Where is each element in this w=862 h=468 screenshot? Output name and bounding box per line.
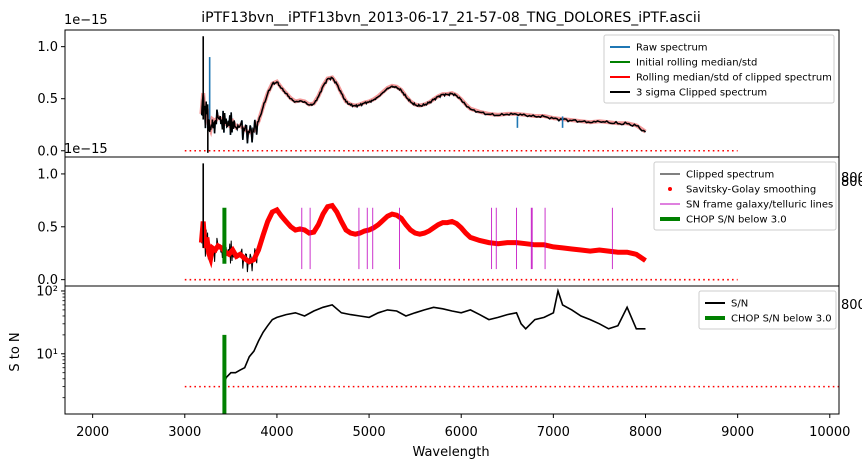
y-tick-label: 10¹: [36, 347, 58, 362]
y-tick-label: 0.5: [37, 92, 58, 107]
x-tick-label: 3000: [168, 425, 201, 440]
panel-middle: 0.0 0.5 1.0: [37, 156, 840, 288]
y-tick-label: 1.0: [37, 40, 58, 55]
legend-swatch: [668, 187, 672, 191]
legend-label: Rolling median/std of clipped spectrum: [636, 73, 832, 84]
savitsky-golay-line: [198, 202, 647, 269]
x-tick-label: 5000: [353, 425, 386, 440]
legend-middle: Clipped spectrum Savitsky-Golay smoothing…: [653, 161, 837, 231]
stray-tick-top: 800: [841, 171, 862, 186]
legend-label: 3 sigma Clipped spectrum: [636, 88, 767, 99]
x-tick-label: 2000: [76, 425, 109, 440]
x-tick-label: 10000: [809, 425, 850, 440]
x-tick-label: 7000: [537, 425, 570, 440]
sn-line: [223, 287, 646, 383]
legend-box: [698, 290, 837, 330]
y-tick-label: 0.5: [37, 220, 58, 235]
axes-frame: [64, 285, 840, 415]
stray-tick-bot: 800: [841, 175, 862, 190]
y-offset-top: 1e−15: [64, 13, 108, 28]
legend-label: CHOP S/N below 3.0: [731, 314, 832, 325]
legend-top: Raw spectrum Initial rolling median/std Ro…: [603, 34, 835, 104]
x-axis-label: Wavelength: [412, 445, 489, 460]
x-tick-label: 4000: [260, 425, 293, 440]
chart-title: iPTF13bvn__iPTF13bvn_2013-06-17_21-57-08…: [201, 10, 700, 26]
legend-label: Savitsky-Golay smoothing: [686, 185, 816, 196]
x-tick-label: 8000: [629, 425, 662, 440]
clipped-spectrum-line: [200, 76, 646, 144]
x-axis-ticks: 2000 3000 4000 5000 6000 7000 8000 9000 10000: [76, 414, 850, 440]
legend-label: Raw spectrum: [636, 43, 708, 54]
legend-box: [603, 34, 835, 104]
y-tick-label: 1.0: [37, 167, 58, 182]
x-tick-label: 6000: [445, 425, 478, 440]
y-tick-label: 0.0: [37, 273, 58, 288]
stray-tick-mid: 800: [841, 298, 862, 313]
y-tick-label: 0.0: [37, 144, 58, 159]
legend-label: SN frame galaxy/telluric lines: [686, 200, 833, 211]
legend-label: S/N: [731, 299, 748, 310]
legend-box: [653, 161, 837, 231]
legend-bottom: S/N CHOP S/N below 3.0: [698, 290, 837, 330]
legend-label: Clipped spectrum: [686, 170, 774, 181]
x-tick-label: 9000: [721, 425, 754, 440]
legend-label: CHOP S/N below 3.0: [686, 215, 787, 226]
legend-label: Initial rolling median/std: [636, 58, 757, 69]
y-offset-mid: 1e−15: [64, 142, 108, 157]
y-axis-label-bottom: S to N: [8, 332, 23, 371]
y-tick-label: 10²: [36, 284, 58, 299]
panel-bottom: 10¹ 10²: [36, 284, 840, 415]
raw-spectrum-line: [200, 76, 647, 144]
